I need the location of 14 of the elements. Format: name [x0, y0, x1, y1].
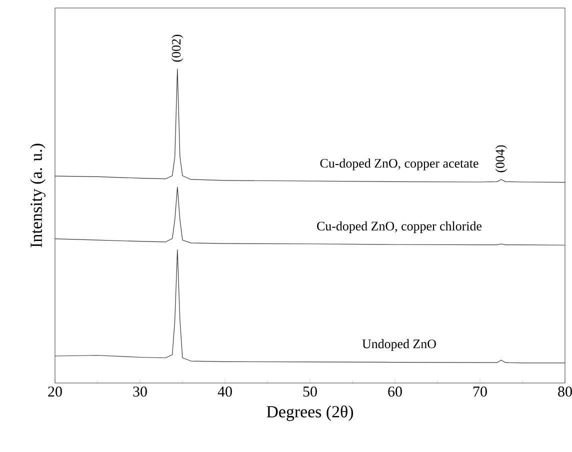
x-tick-label: 70	[474, 386, 487, 397]
series-label: Undoped ZnO	[362, 339, 436, 351]
x-tick-label: 40	[218, 386, 232, 397]
x-tick-label: 60	[388, 386, 402, 397]
x-tick-label: 80	[558, 386, 572, 397]
x-axis-title: Degrees (2θ)	[266, 405, 354, 421]
x-tick-label: 30	[133, 386, 147, 397]
y-axis-title: Intensity (a. u.)	[30, 144, 46, 248]
annotation: (002)	[172, 34, 184, 62]
series-label: Cu-doped ZnO, copper acetate	[320, 158, 478, 170]
x-tick-label: 50	[303, 386, 317, 397]
x-tick-label: 20	[48, 386, 62, 397]
series-label: Cu-doped ZnO, copper chloride	[317, 221, 482, 234]
annotation: (004)	[495, 145, 508, 172]
